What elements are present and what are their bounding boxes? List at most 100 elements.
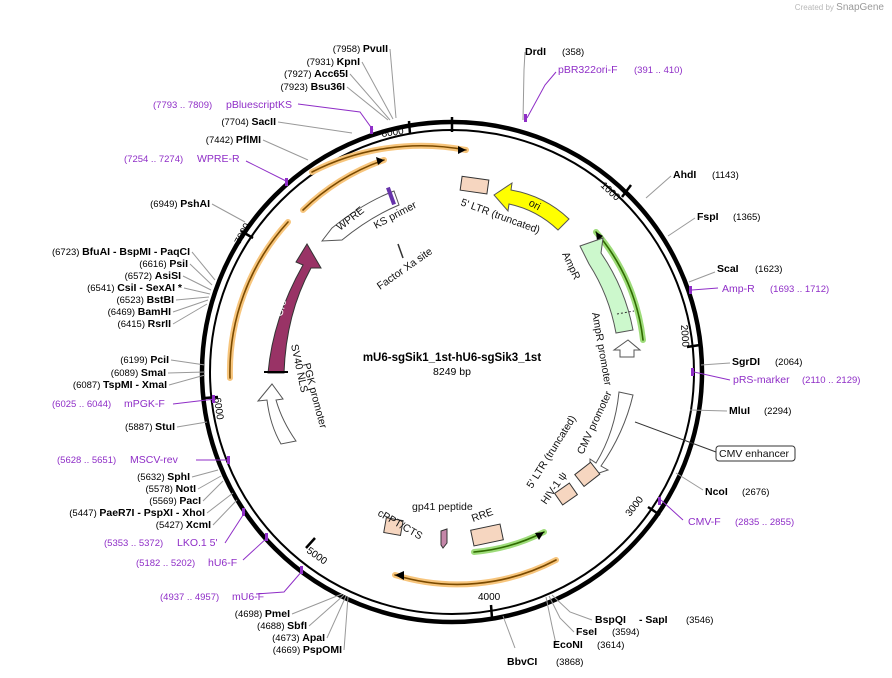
site-left-label: (5569) PacI: [149, 495, 201, 507]
primer-cmv-f-range: (2835 .. 2855): [735, 517, 794, 528]
site-left-label: (6949) PshAI: [150, 198, 210, 210]
feature-ampr: [579, 237, 635, 334]
primer-pbluescriptks-name: pBluescriptKS: [226, 99, 292, 111]
site-left-leader: [291, 593, 343, 615]
site-bspqi-pos: (3546): [686, 615, 713, 626]
site-left-label: (4688) SbfI: [257, 620, 307, 632]
primer-wpre-r-name: WPRE-R: [197, 153, 240, 165]
label-ampr: AmpR: [559, 250, 582, 282]
site-left-leader: [191, 251, 216, 281]
label-factor-xa: Factor Xa site: [375, 245, 435, 292]
site-left-label: (5632) SphI: [137, 471, 190, 483]
plasmid-size: 8249 bp: [433, 366, 471, 378]
label-cmv-enhancer: CMV enhancer: [719, 448, 790, 460]
site-left-leader: [197, 475, 222, 490]
site-left-leader: [343, 596, 349, 651]
feature-ori: [493, 181, 570, 231]
site-left-name: PflMI: [236, 134, 261, 146]
site-ncoi: NcoI (2676): [675, 472, 769, 498]
ks-primer-mark: [386, 186, 396, 206]
site-left-name: SphI: [167, 471, 190, 483]
site-left-pos: (7442): [206, 135, 236, 146]
site-left-name: NotI: [176, 483, 196, 495]
site-left-pos: (6949): [150, 199, 180, 210]
site-left-leader: [212, 499, 238, 526]
site-left-label: (6199) PciI: [120, 354, 169, 366]
site-left-label: (5578) NotI: [145, 483, 196, 495]
site-left-pos: (6523): [116, 295, 146, 306]
site-left-leader: [170, 359, 206, 366]
site-ncoi-name: NcoI: [705, 486, 728, 498]
site-sgrdi: SgrDI (2064): [700, 356, 802, 368]
site-left-name: SbfI: [287, 620, 307, 632]
primer-mscv-rev-name: MSCV-rev: [130, 454, 179, 466]
site-left-pos: (6469): [108, 307, 138, 318]
site-left-label: (4698) PmeI: [235, 608, 290, 620]
label-rre: RRE: [470, 506, 495, 525]
primer-lko1-range: (5353 .. 5372): [104, 538, 163, 549]
site-left-pos: (7704): [221, 117, 251, 128]
tick-label-3000: 3000: [624, 494, 647, 519]
site-scai: ScaI (1623): [688, 263, 782, 283]
feature-5ltr-top: [459, 175, 490, 195]
feature-pgk-promoter: [256, 383, 297, 445]
site-left-leader: [168, 374, 206, 386]
site-left-label: (7442) PflMI: [206, 134, 261, 146]
site-drdi: DrdI (358): [522, 46, 584, 121]
site-left-leader: [326, 595, 347, 639]
feature-cppt: [383, 517, 404, 537]
site-left-label: (6541) CsiI - SexAI *: [87, 282, 183, 294]
site-left-pos: (6199): [120, 355, 150, 366]
feature-5ltr-bottom: [553, 461, 601, 506]
cmv-enhancer-box: [715, 445, 796, 462]
site-sapi-name: - SapI: [639, 614, 668, 626]
site-drdi-name: DrdI: [525, 46, 546, 58]
site-left-name: SmaI: [141, 367, 166, 379]
primer-wpre-r-range: (7254 .. 7274): [124, 154, 183, 165]
label-ampr-promoter: AmpR promoter: [589, 311, 614, 387]
label-ori: ori: [527, 197, 543, 213]
site-mlui: MluI (2294): [689, 405, 791, 417]
primer-mu6-f-range: (4937 .. 4957): [160, 592, 219, 603]
sites-left: (7958) PvuII(7931) KpnI(7927) Acc65I(792…: [52, 43, 397, 656]
site-fspi-pos: (1365): [733, 212, 760, 223]
factor-xa-mark: [397, 243, 404, 259]
site-left-pos: (4688): [257, 621, 287, 632]
site-left-name: BstBI: [147, 294, 175, 306]
primer-pbr322ori-f-range: (391 .. 410): [634, 65, 683, 76]
site-left-leader: [189, 263, 213, 286]
primer-mu6-f-name: mU6-F: [232, 591, 264, 603]
site-left-leader: [191, 469, 219, 478]
arrowhead-rre: [535, 532, 544, 540]
site-left-leader: [349, 73, 391, 121]
site-left-label: (6087) TspMI - XmaI: [73, 379, 167, 391]
site-left-label: (6469) BamHI: [108, 306, 171, 318]
site-bspqi-name: BspQI: [595, 614, 626, 626]
site-left-pos: (5447): [69, 508, 99, 519]
site-left-name: RsrII: [148, 318, 171, 330]
site-left-label: (6723) BfuAI - BspMI - PaqCI: [52, 246, 190, 258]
site-bbvci-name: BbvCI: [507, 656, 537, 668]
site-left-pos: (7931): [307, 57, 337, 68]
site-mlui-pos: (2294): [764, 406, 791, 417]
site-sgrdi-name: SgrDI: [732, 356, 760, 368]
site-left-label: (5887) StuI: [125, 421, 175, 433]
site-ahdi-name: AhdI: [673, 169, 696, 181]
site-fspi: FspI (1365): [667, 211, 760, 237]
arrowhead-bottom: [395, 571, 404, 580]
primer-prs-marker-name: pRS-marker: [733, 374, 790, 386]
site-ahdi-pos: (1143): [712, 170, 739, 181]
site-left-name: SacII: [251, 116, 276, 128]
site-sgrdi-pos: (2064): [775, 357, 802, 368]
site-left-name: TspMI - XmaI: [103, 379, 167, 391]
site-left-leader: [308, 594, 345, 627]
site-left-name: PaeR7I - PspXI - XhoI: [99, 507, 205, 519]
site-left-name: BfuAI - BspMI - PaqCI: [82, 246, 190, 258]
site-left-leader: [172, 303, 208, 325]
site-left-pos: (5632): [137, 472, 167, 483]
primer-cmv-f-name: CMV-F: [688, 516, 721, 528]
primer-markers: [212, 114, 694, 574]
credit-prefix: Created by: [794, 3, 834, 12]
site-ncoi-pos: (2676): [742, 487, 769, 498]
site-left-name: Acc65I: [314, 68, 348, 80]
